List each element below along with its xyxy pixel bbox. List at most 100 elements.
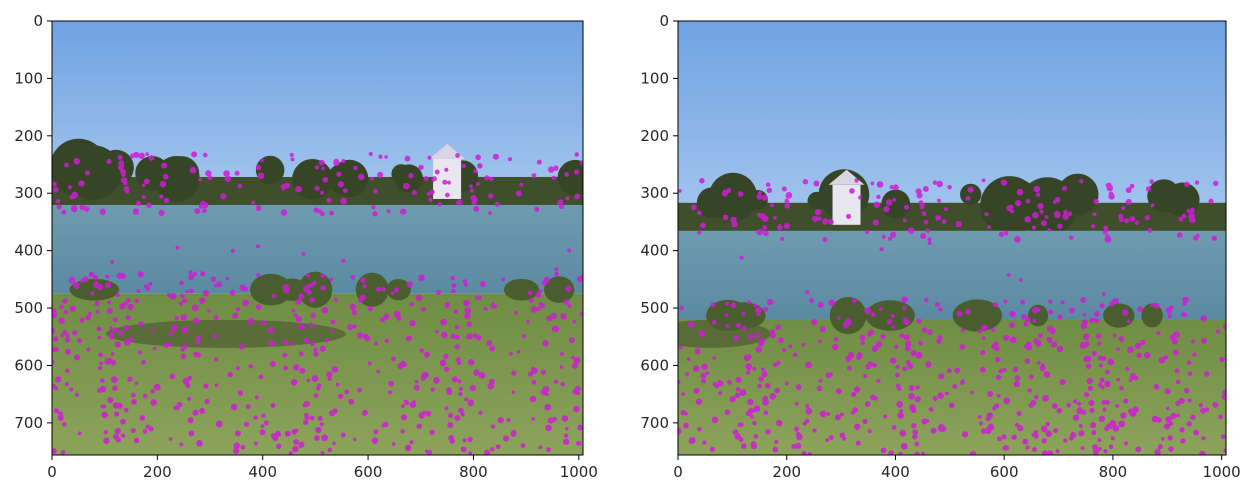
keypoint bbox=[213, 315, 219, 321]
keypoint bbox=[777, 337, 784, 344]
keypoint bbox=[770, 203, 775, 208]
keypoint bbox=[1150, 203, 1155, 208]
keypoint bbox=[565, 196, 570, 201]
keypoint bbox=[391, 356, 396, 362]
keypoint bbox=[52, 359, 55, 365]
keypoint bbox=[568, 337, 575, 344]
keypoint bbox=[467, 436, 473, 443]
keypoint bbox=[473, 169, 478, 174]
keypoint bbox=[763, 410, 769, 415]
keypoint bbox=[1101, 292, 1106, 297]
keypoint bbox=[1072, 399, 1078, 404]
keypoint bbox=[1042, 394, 1049, 402]
keypoint bbox=[327, 447, 333, 453]
keypoint bbox=[902, 218, 907, 223]
keypoint bbox=[292, 445, 299, 453]
keypoint bbox=[357, 387, 363, 393]
keypoint bbox=[442, 179, 448, 185]
keypoint bbox=[426, 449, 433, 455]
keypoint bbox=[186, 383, 191, 389]
keypoint bbox=[865, 364, 871, 370]
keypoint bbox=[1169, 421, 1174, 426]
y-tick-label: 100 bbox=[14, 69, 43, 87]
keypoint bbox=[475, 334, 482, 341]
keypoint bbox=[413, 384, 420, 391]
keypoint bbox=[202, 289, 209, 297]
keypoint bbox=[1219, 356, 1225, 363]
keypoint bbox=[251, 200, 256, 205]
keypoint bbox=[212, 333, 218, 339]
keypoint bbox=[73, 282, 80, 289]
keypoint bbox=[1149, 179, 1154, 184]
keypoint bbox=[1110, 436, 1115, 441]
keypoint bbox=[400, 429, 405, 434]
keypoint bbox=[745, 363, 753, 370]
keypoint bbox=[1052, 403, 1058, 409]
keypoint bbox=[333, 297, 339, 303]
keypoint bbox=[1082, 333, 1090, 341]
keypoint bbox=[1153, 383, 1160, 390]
keypoint bbox=[991, 327, 996, 332]
keypoint bbox=[258, 374, 264, 380]
keypoint bbox=[987, 224, 992, 229]
keypoint bbox=[114, 341, 121, 348]
keypoint bbox=[762, 225, 768, 231]
keypoint bbox=[714, 383, 720, 389]
keypoint bbox=[333, 159, 340, 167]
keypoint bbox=[678, 427, 682, 435]
keypoint bbox=[1211, 235, 1218, 242]
keypoint bbox=[1131, 375, 1137, 381]
keypoint bbox=[429, 189, 435, 195]
keypoint bbox=[255, 244, 260, 249]
keypoint bbox=[448, 435, 455, 441]
keypoint bbox=[191, 304, 199, 312]
keypoint bbox=[235, 306, 241, 312]
keypoint bbox=[238, 344, 245, 350]
keypoint bbox=[964, 308, 971, 315]
keypoint bbox=[579, 311, 583, 317]
keypoint bbox=[832, 343, 839, 351]
keypoint bbox=[113, 327, 119, 333]
keypoint bbox=[141, 359, 146, 365]
keypoint bbox=[179, 293, 185, 299]
keypoint bbox=[756, 212, 762, 218]
shadow-patch bbox=[678, 319, 771, 348]
keypoint bbox=[321, 306, 329, 314]
keypoint bbox=[735, 322, 741, 329]
keypoint bbox=[1048, 309, 1054, 315]
keypoint bbox=[688, 438, 695, 445]
keypoint bbox=[423, 351, 430, 358]
keypoint bbox=[435, 329, 439, 334]
keypoint bbox=[207, 175, 213, 181]
keypoint bbox=[59, 304, 64, 310]
keypoint bbox=[560, 381, 565, 387]
keypoint bbox=[756, 311, 761, 317]
keypoint bbox=[204, 398, 210, 405]
keypoint bbox=[477, 163, 483, 169]
keypoint bbox=[527, 290, 533, 296]
keypoint bbox=[56, 204, 62, 210]
keypoint bbox=[1048, 299, 1053, 304]
keypoint bbox=[271, 293, 276, 299]
keypoint bbox=[233, 447, 240, 455]
keypoint bbox=[431, 177, 436, 182]
keypoint bbox=[74, 354, 81, 361]
keypoint bbox=[64, 382, 69, 387]
keypoint bbox=[777, 225, 783, 231]
y-tick-label: 400 bbox=[14, 242, 43, 260]
keypoint bbox=[331, 366, 339, 373]
keypoint bbox=[1081, 409, 1087, 415]
keypoint bbox=[468, 358, 475, 366]
keypoint bbox=[468, 451, 473, 455]
keypoint bbox=[925, 361, 932, 368]
keypoint bbox=[978, 421, 983, 426]
keypoint bbox=[298, 443, 303, 448]
keypoint bbox=[320, 190, 325, 195]
keypoint bbox=[919, 204, 925, 210]
keypoint bbox=[686, 357, 691, 362]
keypoint bbox=[927, 237, 932, 242]
keypoint bbox=[374, 341, 378, 346]
keypoint bbox=[52, 347, 56, 352]
keypoint bbox=[52, 327, 56, 334]
keypoint bbox=[751, 443, 757, 450]
